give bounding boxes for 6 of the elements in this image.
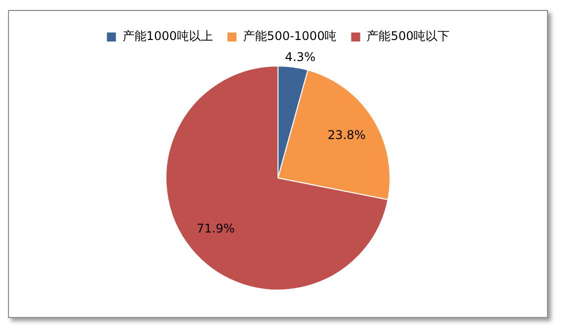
data-label: 71.9% (196, 221, 235, 236)
legend-label: 产能1000吨以上 (122, 29, 213, 44)
data-label: 23.8% (328, 128, 366, 142)
legend-label: 产能500-1000吨 (242, 29, 337, 44)
data-label: 4.3% (285, 50, 316, 64)
legend-label: 产能500吨以下 (366, 29, 450, 44)
